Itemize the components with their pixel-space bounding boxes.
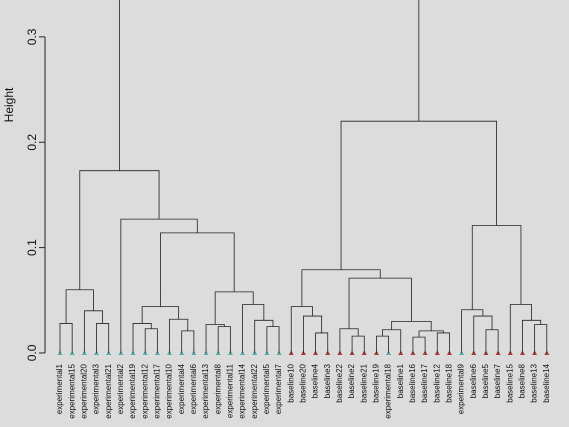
leaf-label: baseline13: [530, 363, 539, 402]
leaf-label: baseline8: [518, 363, 527, 398]
merge: [509, 304, 532, 353]
merge: [471, 225, 522, 310]
leaf-label: baseline22: [335, 363, 344, 402]
merge: [340, 120, 497, 270]
merge: [303, 315, 323, 353]
leaf-label: experimental11: [225, 363, 234, 418]
merge: [120, 218, 198, 353]
merge: [141, 306, 180, 324]
leaf-label: baseline4: [311, 363, 320, 398]
leaf-label: experimental15: [67, 363, 76, 418]
leaf-label: baseline6: [469, 363, 478, 398]
y-tick-label: 0.0: [25, 344, 39, 361]
merge: [217, 326, 231, 353]
merge: [315, 332, 329, 353]
merge: [534, 324, 548, 353]
leaf-label: experimental1: [55, 363, 64, 414]
merge: [242, 304, 265, 353]
leaf-label: experimental20: [79, 363, 88, 418]
leaf-label: experimental5: [262, 363, 271, 414]
merge: [119, 0, 420, 171]
leaf-label: experimental6: [189, 363, 198, 414]
leaf-label: baseline21: [359, 363, 368, 402]
leaf-label: baseline17: [420, 363, 429, 402]
leaf-label: experimental2: [116, 363, 125, 414]
merge: [412, 336, 426, 353]
merge: [290, 306, 313, 353]
merge: [205, 324, 225, 353]
leaf-label: baseline7: [493, 363, 502, 398]
merge: [96, 323, 110, 353]
merge: [522, 319, 542, 353]
merge: [266, 326, 280, 353]
leaf-label: experimental13: [201, 363, 210, 418]
y-tick-label: 0.2: [25, 134, 39, 151]
leaf-label: experimental14: [238, 363, 247, 418]
merge: [181, 330, 195, 353]
merge: [382, 329, 402, 353]
leaf-label: experimental9: [457, 363, 466, 414]
leaf-label: baseline3: [323, 363, 332, 398]
merge: [79, 170, 160, 290]
leaf-label: experimental7: [274, 363, 283, 414]
leaf-label: baseline15: [505, 363, 514, 402]
y-tick-label: 0.1: [25, 239, 39, 256]
leaf-label: experimental4: [177, 363, 186, 414]
merge: [83, 310, 103, 353]
leaf-label: experimental19: [128, 363, 137, 418]
merge: [348, 277, 412, 329]
leaf-label: baseline18: [445, 363, 454, 402]
leaf-label: baseline14: [542, 363, 551, 402]
merge: [376, 335, 389, 353]
leaf-label: experimental8: [213, 363, 222, 414]
leaf-label: experimental12: [140, 363, 149, 418]
merge: [418, 330, 444, 338]
leaf-label: experimental10: [165, 363, 174, 418]
merge: [339, 328, 359, 353]
leaf-label: experimental18: [384, 363, 393, 418]
leaf-label: experimental17: [152, 363, 161, 418]
merge: [169, 318, 189, 353]
leaf-label: experimental22: [250, 363, 259, 418]
leaf-label: baseline5: [481, 363, 490, 398]
merge: [351, 335, 365, 353]
merge: [301, 269, 381, 307]
leaf-label: baseline12: [432, 363, 441, 402]
leaf-label: baseline20: [299, 363, 308, 402]
leaf-label: experimental3: [92, 363, 101, 414]
leaf-label: baseline1: [396, 363, 405, 398]
merge: [473, 315, 493, 353]
leaf-label: baseline16: [408, 363, 417, 402]
leaf-label: experimental21: [104, 363, 113, 418]
merge: [132, 323, 152, 353]
y-tick-label: 0.3: [25, 28, 39, 45]
y-axis-label: Height: [2, 87, 16, 122]
merge: [144, 328, 158, 353]
merge: [160, 232, 235, 307]
leaf-label: baseline2: [347, 363, 356, 398]
merge: [485, 329, 499, 353]
merge: [59, 323, 73, 353]
leaf-label: baseline19: [372, 363, 381, 402]
merge: [254, 319, 274, 353]
merge: [65, 289, 94, 324]
leaf-label: baseline10: [286, 363, 295, 402]
merge: [436, 332, 450, 353]
merge: [214, 291, 254, 325]
